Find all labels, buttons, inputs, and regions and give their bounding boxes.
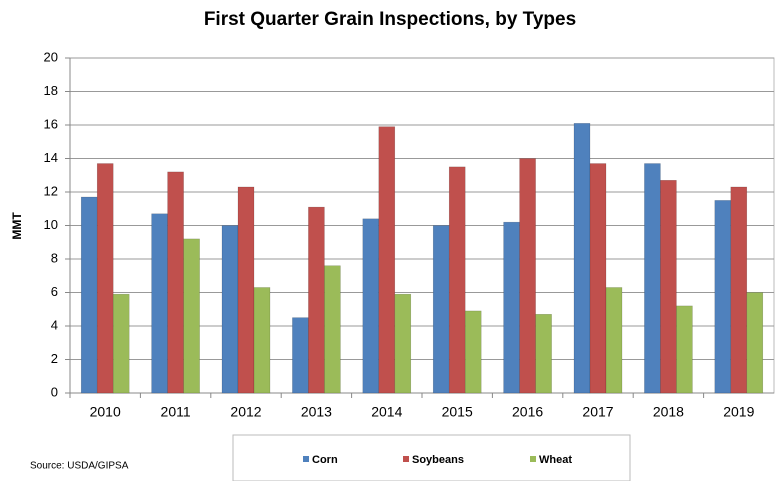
y-tick-label: 6 <box>51 284 58 299</box>
x-tick-label: 2018 <box>653 404 684 420</box>
bar <box>676 305 693 394</box>
bar <box>378 126 396 394</box>
y-tick-label: 16 <box>44 116 58 131</box>
legend-label: Corn <box>312 454 338 466</box>
bar <box>464 310 482 394</box>
bar <box>660 180 677 394</box>
x-tick-label: 2019 <box>723 404 754 420</box>
x-tick-label: 2011 <box>161 404 191 420</box>
bar <box>644 163 661 394</box>
y-tick-label: 12 <box>44 183 58 198</box>
legend-label: Wheat <box>539 454 572 466</box>
bar <box>80 196 98 394</box>
y-axis-label: MMT <box>10 212 24 240</box>
y-tick-label: 18 <box>44 83 58 98</box>
bar <box>96 163 114 394</box>
x-tick-label: 2014 <box>371 404 402 420</box>
x-tick-label: 2012 <box>230 404 261 420</box>
bar <box>535 314 552 394</box>
legend-swatch <box>303 456 309 462</box>
y-tick-label: 20 <box>44 49 58 64</box>
legend-box <box>232 434 631 481</box>
bar <box>237 186 255 394</box>
x-tick-label: 2010 <box>90 404 121 420</box>
bar <box>714 200 732 394</box>
chart-title: First Quarter Grain Inspections, by Type… <box>204 9 576 30</box>
bar <box>253 287 271 394</box>
bar <box>167 171 184 394</box>
bar <box>308 206 325 394</box>
y-tick-label: 10 <box>44 217 58 232</box>
y-tick-label: 0 <box>51 384 58 399</box>
bar <box>573 123 591 394</box>
legend-swatch <box>403 456 409 462</box>
y-tick-label: 8 <box>51 250 58 265</box>
bar <box>362 218 380 394</box>
bar <box>730 186 748 394</box>
bar <box>448 166 466 394</box>
y-tick-label: 4 <box>51 317 58 332</box>
bar <box>503 221 520 394</box>
bar <box>183 238 200 394</box>
bar <box>151 213 168 394</box>
x-tick-label: 2013 <box>301 404 332 420</box>
bar <box>324 265 341 394</box>
legend-swatch <box>530 456 536 462</box>
bar <box>394 293 412 394</box>
y-tick-label: 2 <box>51 351 58 366</box>
bar <box>432 225 450 394</box>
x-tick-label: 2015 <box>442 404 473 420</box>
legend-label: Soybeans <box>412 454 464 466</box>
bar <box>292 317 309 394</box>
bar <box>605 287 623 394</box>
bar <box>112 293 130 394</box>
bar <box>519 158 536 394</box>
bar <box>589 163 607 394</box>
y-tick-label: 14 <box>44 150 58 165</box>
bar <box>221 225 239 394</box>
source-note: Source: USDA/GIPSA <box>30 461 129 472</box>
x-tick-label: 2017 <box>582 404 613 420</box>
bar <box>746 292 764 394</box>
x-tick-label: 2016 <box>512 404 543 420</box>
